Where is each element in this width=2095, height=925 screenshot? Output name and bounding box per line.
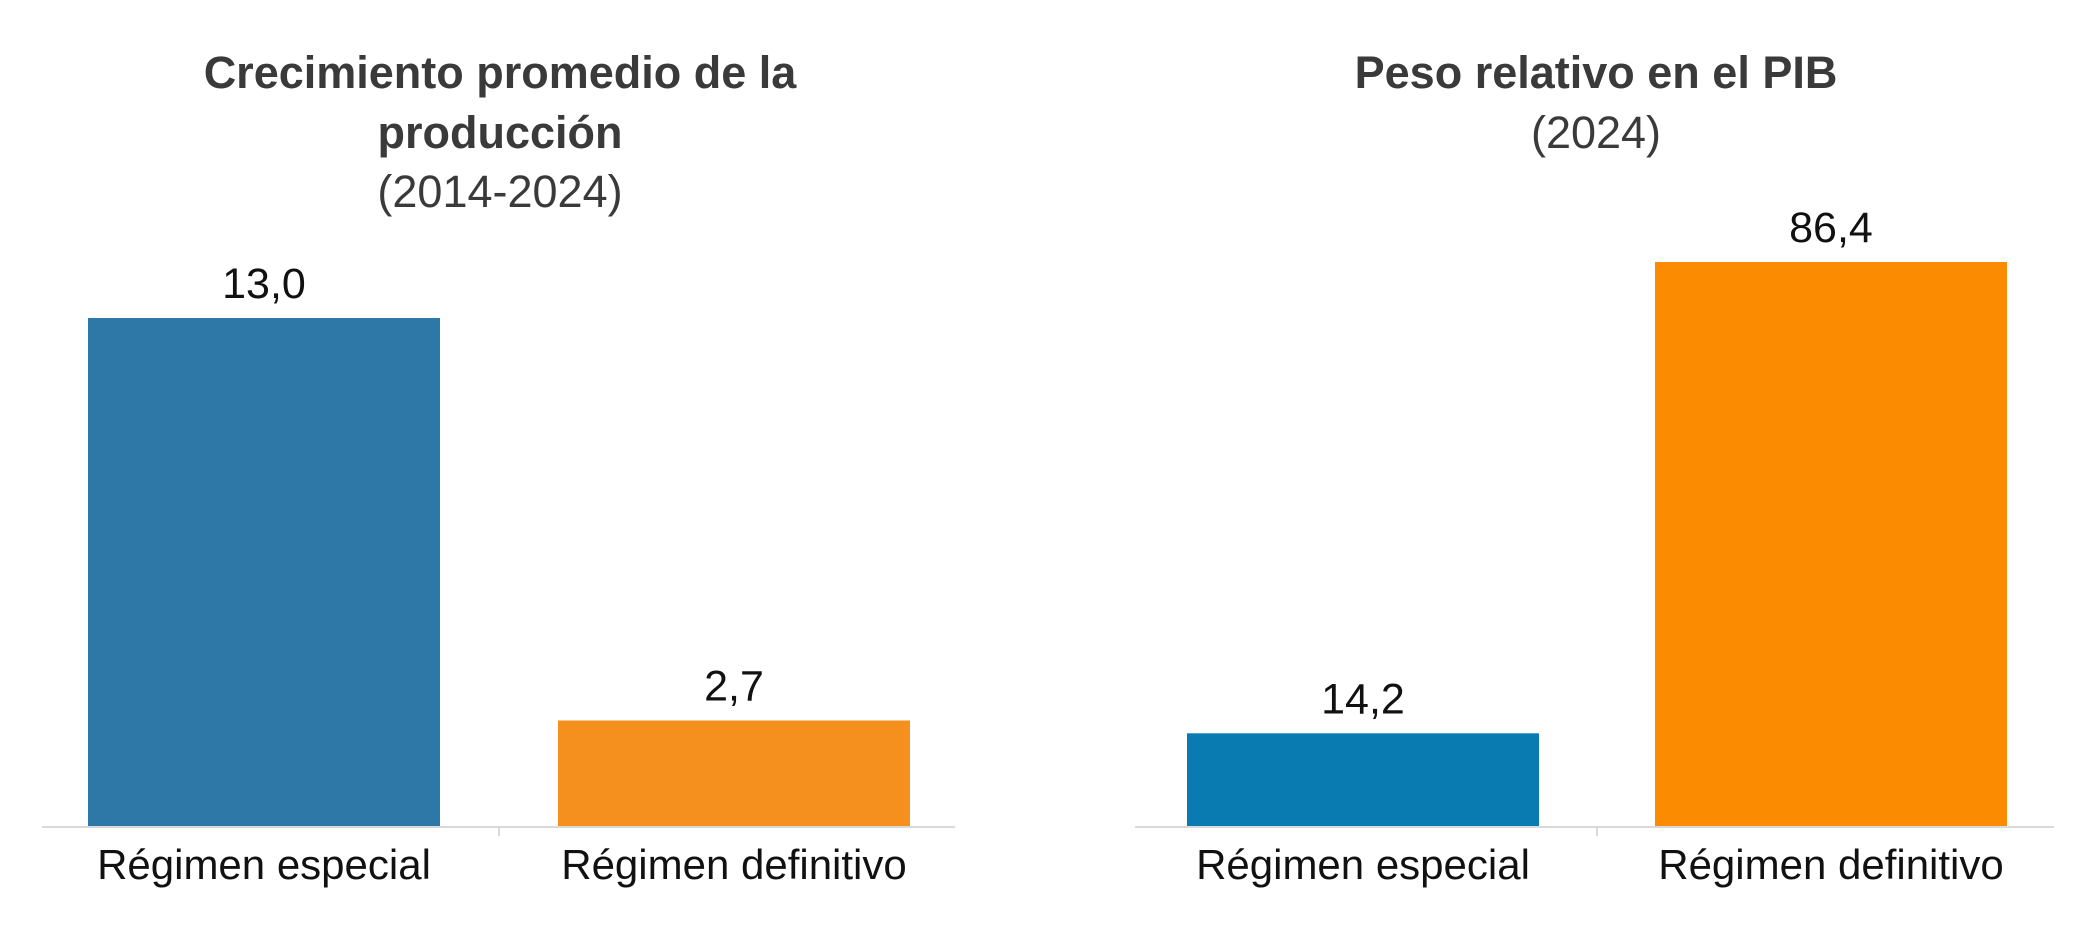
chart-1-subtitle: (2014-2024) xyxy=(377,166,622,217)
chart-2-category-label-1: Régimen especial xyxy=(1196,841,1530,888)
chart-1-category-label-1: Régimen especial xyxy=(97,841,431,888)
chart-2-title-line-1: Peso relativo en el PIB xyxy=(1355,47,1838,98)
chart-1-title-line-2: producción xyxy=(378,107,623,158)
chart-1-title-line-1: Crecimiento promedio de la xyxy=(204,47,798,98)
chart-2-bar-1 xyxy=(1187,733,1539,826)
chart-1-category-label-2: Régimen definitivo xyxy=(561,841,907,888)
chart-panel-2: Peso relativo en el PIB (2024) 14,2 Régimen… xyxy=(1135,47,2054,888)
chart-2-category-label-2: Régimen definitivo xyxy=(1658,841,2004,888)
chart-1-value-label-1: 13,0 xyxy=(222,260,306,308)
chart-2-subtitle: (2024) xyxy=(1531,107,1661,158)
chart-1-value-label-2: 2,7 xyxy=(704,662,764,710)
chart-1-bar-2 xyxy=(558,720,910,826)
chart-2-value-label-2: 86,4 xyxy=(1789,204,1873,252)
chart-panel-1: Crecimiento promedio de la producción (201… xyxy=(42,47,955,888)
chart-2-value-label-1: 14,2 xyxy=(1321,675,1405,723)
chart-1-bar-1 xyxy=(88,318,440,826)
chart-2-bar-2 xyxy=(1655,262,2007,826)
